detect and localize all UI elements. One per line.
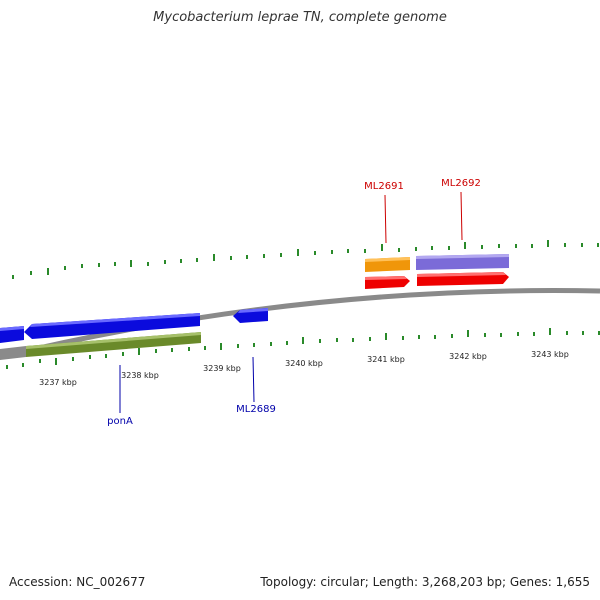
genome-title: Mycobacterium leprae TN, complete genome (153, 10, 447, 25)
leader-ml2691 (384, 194, 387, 244)
scale-label: 3238 kbp (121, 371, 159, 380)
outer-tick-row (12, 240, 599, 279)
scale-label: 3237 kbp (39, 378, 77, 387)
scale-label: 3242 kbp (449, 352, 487, 361)
gene-label-ml2692: ML2692 (441, 178, 481, 189)
gene-label-pona: ponA (107, 416, 133, 427)
scale-label: 3243 kbp (531, 350, 569, 359)
genome-summary-text: Topology: circular; Length: 3,268,203 bp… (260, 575, 590, 589)
scale-label: 3241 kbp (367, 355, 405, 364)
inner-tick-row (6, 328, 600, 369)
gene-label-ml2689: ML2689 (236, 404, 276, 415)
backbone-segment-left (0, 346, 26, 360)
leader-ml2692 (460, 191, 463, 241)
leader-ml2689 (252, 356, 255, 403)
scale-label: 3240 kbp (285, 359, 323, 368)
accession-text: Accession: NC_002677 (9, 575, 146, 589)
genome-backbone (0, 288, 600, 360)
cds-pona (24, 313, 200, 339)
gene-label-ml2691: ML2691 (364, 181, 404, 192)
scale-label: 3239 kbp (203, 364, 241, 373)
